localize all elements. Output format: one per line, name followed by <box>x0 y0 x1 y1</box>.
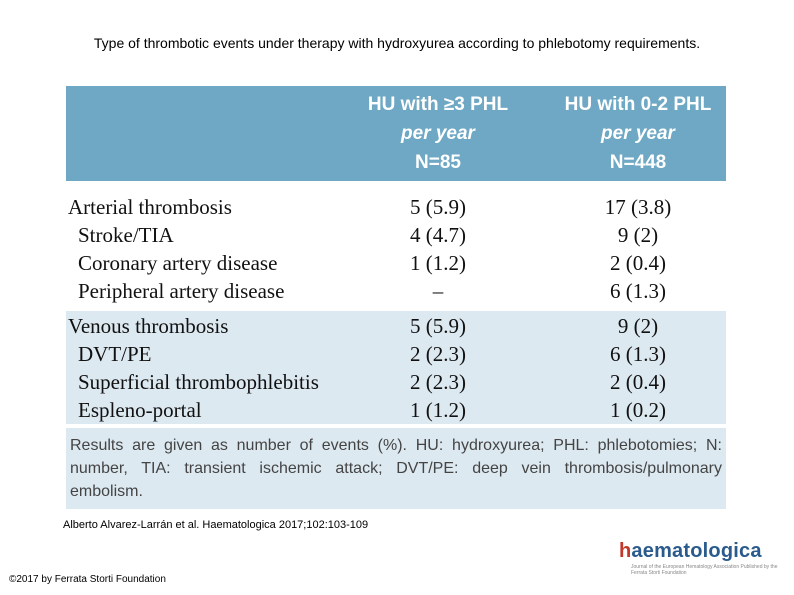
row-label: DVT/PE <box>78 342 152 366</box>
table-row: DVT/PE 2 (2.3) 6 (1.3) <box>66 340 726 368</box>
cell-value: 5 (5.9) <box>410 314 466 338</box>
citation: Alberto Alvarez-Larrán et al. Haematolog… <box>63 519 369 531</box>
cell-value: 1 (1.2) <box>410 251 466 275</box>
table-row: Arterial thrombosis 5 (5.9) 17 (3.8) <box>66 193 726 221</box>
cell-value: 6 (1.3) <box>610 279 666 303</box>
table-row: Stroke/TIA 4 (4.7) 9 (2) <box>66 221 726 249</box>
table-row: Venous thrombosis 5 (5.9) 9 (2) <box>66 312 726 340</box>
haematologica-logo: haematologica Journal of the European He… <box>605 540 785 580</box>
row-label: Coronary artery disease <box>78 251 278 275</box>
cell-value: 9 (2) <box>617 223 659 247</box>
cell-value: – <box>432 279 444 303</box>
arterial-section: Arterial thrombosis 5 (5.9) 17 (3.8) Str… <box>66 181 726 305</box>
slide-title: Type of thrombotic events under therapy … <box>93 35 701 51</box>
cell-value: 2 (2.3) <box>410 370 466 394</box>
row-label: Espleno-portal <box>78 398 202 422</box>
cell-value: 4 (4.7) <box>410 223 466 247</box>
table-footnote: Results are given as number of events (%… <box>66 428 726 509</box>
table-row: Espleno-portal 1 (1.2) 1 (0.2) <box>66 396 726 424</box>
copyright: ©2017 by Ferrata Storti Foundation <box>9 574 166 585</box>
cell-value: 6 (1.3) <box>610 342 666 366</box>
table-row: Coronary artery disease 1 (1.2) 2 (0.4) <box>66 249 726 277</box>
row-label: Peripheral artery disease <box>78 279 285 303</box>
cell-value: 2 (0.4) <box>610 251 666 275</box>
cell-value: 9 (2) <box>617 314 659 338</box>
cell-value: 1 (0.2) <box>610 398 666 422</box>
row-label: Stroke/TIA <box>78 223 174 247</box>
table-header: HU with ≥3 PHL per year N=85 HU with 0-2… <box>66 86 726 181</box>
logo-wordmark: haematologica <box>619 540 762 562</box>
row-label: Venous thrombosis <box>68 314 229 338</box>
header-col-3plus-phl: HU with ≥3 PHL per year N=85 <box>367 94 509 173</box>
cell-value: 2 (2.3) <box>410 342 466 366</box>
cell-value: 17 (3.8) <box>604 195 672 219</box>
row-label: Arterial thrombosis <box>68 195 232 219</box>
table-row: Peripheral artery disease – 6 (1.3) <box>66 277 726 305</box>
venous-section: Venous thrombosis 5 (5.9) 9 (2) DVT/PE 2… <box>66 311 726 424</box>
table-row: Superficial thrombophlebitis 2 (2.3) 2 (… <box>66 368 726 396</box>
logo-tagline: Journal of the European Hematology Assoc… <box>631 564 778 576</box>
header-col-0-2-phl: HU with 0-2 PHL per year N=448 <box>564 94 712 173</box>
thrombotic-events-table: HU with ≥3 PHL per year N=85 HU with 0-2… <box>66 86 726 509</box>
cell-value: 1 (1.2) <box>410 398 466 422</box>
row-label: Superficial thrombophlebitis <box>78 370 319 394</box>
cell-value: 5 (5.9) <box>410 195 466 219</box>
cell-value: 2 (0.4) <box>610 370 666 394</box>
